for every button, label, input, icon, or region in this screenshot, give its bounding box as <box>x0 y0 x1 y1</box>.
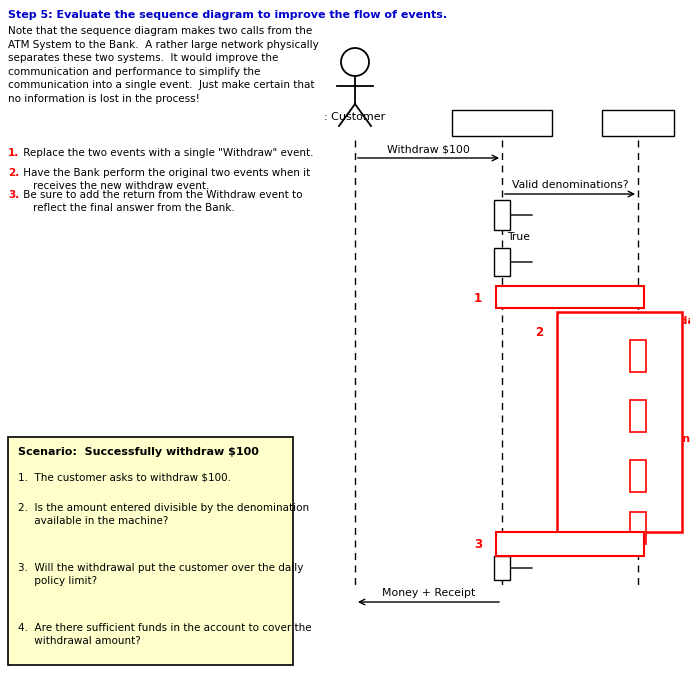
Text: True: True <box>556 534 584 544</box>
Text: : ATM System: : ATM System <box>464 120 540 130</box>
Text: 4.  Are there sufficient funds in the account to cover the
     withdrawal amoun: 4. Are there sufficient funds in the acc… <box>18 623 312 646</box>
Text: 1.  The customer asks to withdraw $100.: 1. The customer asks to withdraw $100. <box>18 473 231 483</box>
Text: 2: 2 <box>535 326 543 339</box>
Text: True: True <box>507 232 530 242</box>
Text: Scenario:  Successfully withdraw $100: Scenario: Successfully withdraw $100 <box>18 447 259 457</box>
Bar <box>496 532 644 556</box>
Bar <box>630 512 646 544</box>
Text: 1.: 1. <box>8 148 19 158</box>
Text: True: True <box>636 374 663 384</box>
Text: 3.  Will the withdrawal put the customer over the daily
     policy limit?: 3. Will the withdrawal put the customer … <box>18 563 304 586</box>
Bar <box>602 110 674 136</box>
Text: :Bank: :Bank <box>622 120 654 130</box>
Text: Within daily policy limit?: Within daily policy limit? <box>636 316 690 326</box>
Text: Valid denominations?: Valid denominations? <box>512 180 629 190</box>
Text: : Customer: : Customer <box>324 112 386 122</box>
Bar <box>557 312 682 532</box>
Text: Replace the two events with a single "Withdraw" event.: Replace the two events with a single "Wi… <box>20 148 313 158</box>
Text: Have the Bank perform the original two events when it
    receives the new withd: Have the Bank perform the original two e… <box>20 168 310 191</box>
Bar <box>630 400 646 432</box>
Text: True: True <box>636 494 663 504</box>
Bar <box>8 437 293 665</box>
Text: Be sure to add the return from the Withdraw event to
    reflect the final answe: Be sure to add the return from the Withd… <box>20 190 302 213</box>
Text: Step 5: Evaluate the sequence diagram to improve the flow of events.: Step 5: Evaluate the sequence diagram to… <box>8 10 447 20</box>
Text: 2.: 2. <box>8 168 19 178</box>
Bar <box>630 460 646 492</box>
Text: 1: 1 <box>474 293 482 306</box>
Bar <box>494 200 510 230</box>
Text: 2.  Is the amount entered divisible by the denomination
     available in the ma: 2. Is the amount entered divisible by th… <box>18 503 309 526</box>
Text: 3.: 3. <box>8 190 19 200</box>
Bar <box>494 556 510 580</box>
Text: 3: 3 <box>474 537 482 550</box>
Bar <box>494 248 510 276</box>
Bar <box>496 286 644 308</box>
Text: Sufficient Funds?: Sufficient Funds? <box>636 434 690 444</box>
Text: Withdraw $100: Withdraw $100 <box>522 289 618 299</box>
Text: Money + Receipt: Money + Receipt <box>382 588 475 598</box>
Bar <box>452 110 552 136</box>
Text: Note that the sequence diagram makes two calls from the
ATM System to the Bank. : Note that the sequence diagram makes two… <box>8 26 319 104</box>
Text: Withdraw $100: Withdraw $100 <box>387 144 470 154</box>
Bar <box>630 340 646 372</box>
